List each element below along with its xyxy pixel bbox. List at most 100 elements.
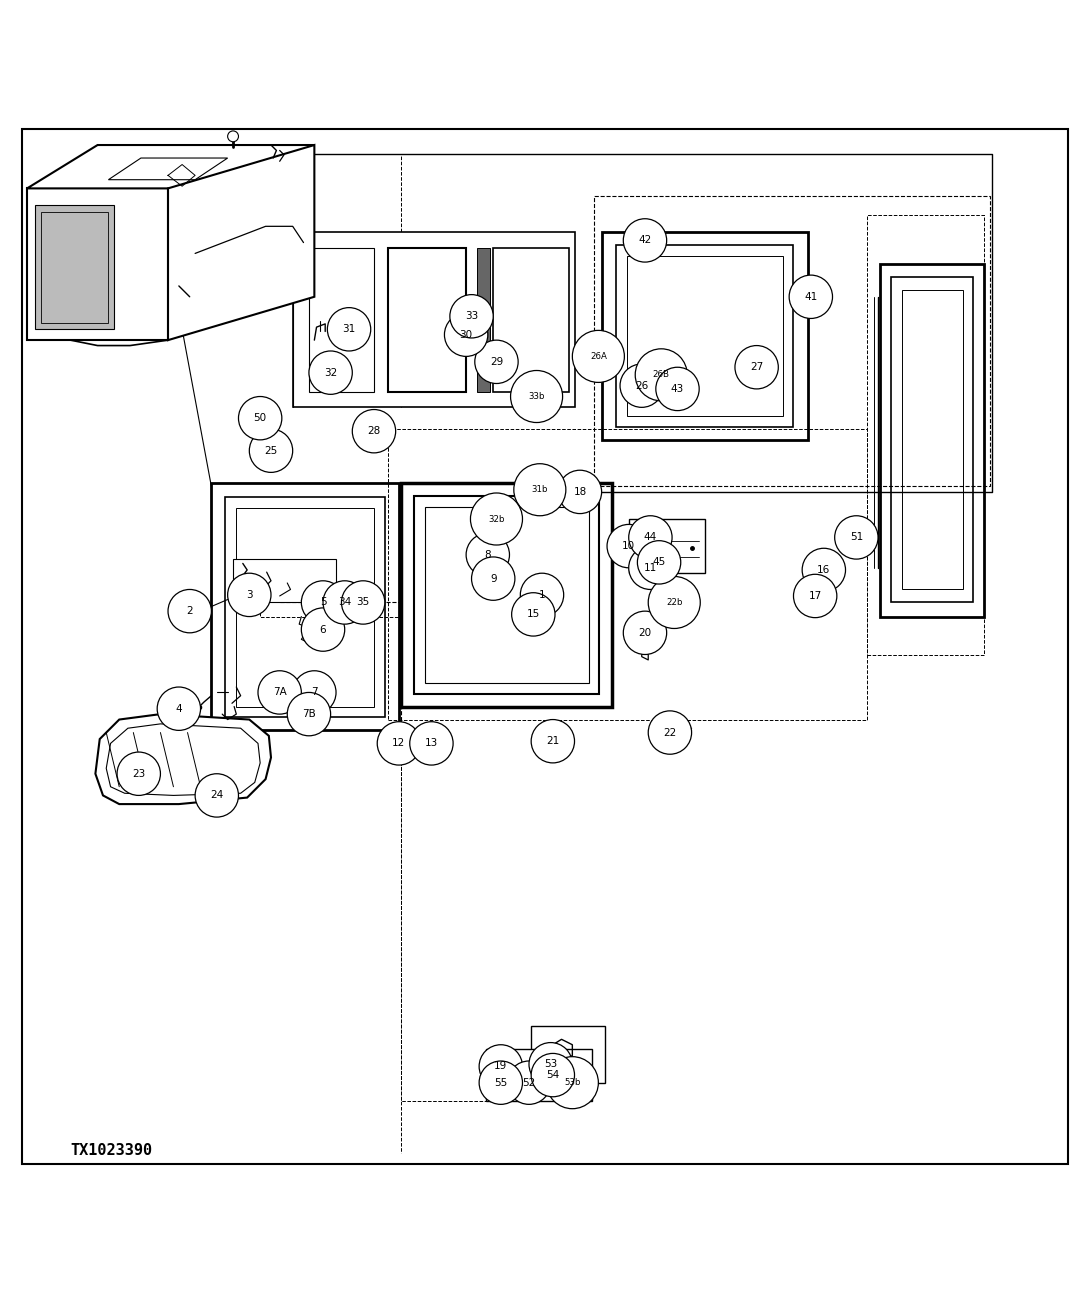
Text: 23: 23 <box>132 768 145 779</box>
Polygon shape <box>477 247 490 393</box>
Polygon shape <box>293 232 575 407</box>
Text: 31: 31 <box>343 325 356 334</box>
Circle shape <box>228 573 271 617</box>
Circle shape <box>512 593 555 636</box>
Text: 27: 27 <box>750 363 763 372</box>
Circle shape <box>629 516 672 559</box>
Bar <box>594 196 990 487</box>
Circle shape <box>531 1054 575 1097</box>
Circle shape <box>466 533 509 576</box>
Circle shape <box>531 720 575 763</box>
Bar <box>233 559 336 602</box>
Circle shape <box>635 348 687 401</box>
Text: 19: 19 <box>494 1062 507 1072</box>
Circle shape <box>793 575 837 618</box>
Circle shape <box>629 546 672 589</box>
Text: 17: 17 <box>809 590 822 601</box>
Polygon shape <box>35 204 114 330</box>
Text: 9: 9 <box>490 573 496 584</box>
Text: 41: 41 <box>804 292 817 302</box>
Text: 18: 18 <box>573 487 586 497</box>
Circle shape <box>656 368 699 411</box>
Text: 33b: 33b <box>528 391 545 401</box>
Text: 43: 43 <box>671 384 684 394</box>
Circle shape <box>623 219 667 262</box>
Circle shape <box>301 607 345 652</box>
Text: 5: 5 <box>320 597 326 607</box>
Bar <box>486 1049 592 1101</box>
Text: 22: 22 <box>663 728 676 737</box>
Text: 45: 45 <box>653 558 666 567</box>
Text: 1: 1 <box>539 590 545 600</box>
Circle shape <box>620 364 663 407</box>
Text: 33: 33 <box>465 312 478 321</box>
Circle shape <box>228 131 238 141</box>
Text: 34: 34 <box>338 597 351 607</box>
Circle shape <box>558 470 602 513</box>
Text: 51: 51 <box>850 533 863 542</box>
Text: 26B: 26B <box>653 370 670 380</box>
Circle shape <box>168 589 211 632</box>
Circle shape <box>377 721 421 764</box>
Circle shape <box>249 429 293 473</box>
Circle shape <box>470 493 522 545</box>
Bar <box>867 216 984 654</box>
Text: 32b: 32b <box>488 514 505 524</box>
Text: 44: 44 <box>644 533 657 542</box>
Text: 11: 11 <box>644 563 657 573</box>
Circle shape <box>195 774 238 817</box>
Circle shape <box>293 670 336 715</box>
Text: 53b: 53b <box>564 1079 581 1088</box>
Text: 7: 7 <box>311 687 318 698</box>
Circle shape <box>637 541 681 584</box>
Circle shape <box>623 611 667 654</box>
Text: 24: 24 <box>210 791 223 800</box>
Polygon shape <box>168 145 314 340</box>
Circle shape <box>450 295 493 338</box>
Circle shape <box>735 346 778 389</box>
Circle shape <box>511 370 563 423</box>
Circle shape <box>301 581 345 624</box>
Text: 26: 26 <box>635 381 648 390</box>
Circle shape <box>835 516 878 559</box>
Polygon shape <box>27 145 314 188</box>
Circle shape <box>802 548 846 592</box>
Text: 53: 53 <box>544 1059 557 1069</box>
Circle shape <box>529 1042 572 1086</box>
Circle shape <box>546 1056 598 1109</box>
Circle shape <box>479 1045 522 1088</box>
Text: 10: 10 <box>622 541 635 551</box>
Text: 26A: 26A <box>590 352 607 361</box>
Text: 12: 12 <box>392 738 405 749</box>
Circle shape <box>309 351 352 394</box>
Circle shape <box>607 525 650 568</box>
Circle shape <box>258 670 301 715</box>
Text: TX1023390: TX1023390 <box>70 1144 153 1158</box>
Polygon shape <box>27 188 168 340</box>
Text: 4: 4 <box>176 704 182 713</box>
Text: 16: 16 <box>817 565 830 575</box>
Circle shape <box>327 308 371 351</box>
Circle shape <box>341 581 385 624</box>
Text: 7A: 7A <box>273 687 286 698</box>
Circle shape <box>444 313 488 356</box>
Polygon shape <box>95 715 271 804</box>
Text: 32: 32 <box>324 368 337 378</box>
Bar <box>531 1026 605 1083</box>
Bar <box>388 429 867 720</box>
Text: 54: 54 <box>546 1069 559 1080</box>
Circle shape <box>507 1062 551 1105</box>
Text: 25: 25 <box>264 445 278 456</box>
Text: 42: 42 <box>638 236 651 245</box>
Text: 20: 20 <box>638 628 651 637</box>
Text: 7B: 7B <box>302 709 315 719</box>
Circle shape <box>514 463 566 516</box>
Circle shape <box>520 573 564 617</box>
Circle shape <box>479 1062 522 1105</box>
Circle shape <box>323 581 366 624</box>
Text: 15: 15 <box>527 610 540 619</box>
Circle shape <box>117 753 160 796</box>
Text: 30: 30 <box>460 330 473 340</box>
Text: 50: 50 <box>254 414 267 423</box>
Circle shape <box>648 576 700 628</box>
